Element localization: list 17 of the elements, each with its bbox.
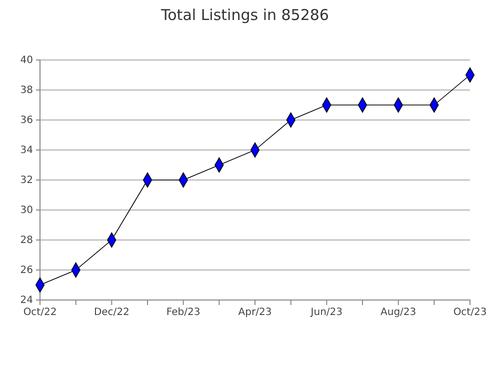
y-tick-label: 26	[20, 265, 33, 276]
y-tick-label: 40	[20, 55, 33, 66]
x-tick-label: Jun/23	[310, 307, 343, 318]
y-tick-label: 28	[20, 235, 33, 246]
x-tick-label: Dec/22	[94, 307, 130, 318]
y-tick-label: 30	[20, 205, 33, 216]
x-tick-label: Oct/23	[453, 307, 487, 318]
y-tick-label: 32	[20, 175, 33, 186]
y-tick-label: 38	[20, 85, 33, 96]
y-tick-label: 24	[20, 295, 33, 306]
x-tick-label: Aug/23	[380, 307, 416, 318]
x-tick-label: Apr/23	[238, 307, 272, 318]
y-tick-label: 34	[20, 145, 33, 156]
x-tick-label: Oct/22	[23, 307, 57, 318]
chart-title: Total Listings in 85286	[160, 6, 329, 24]
y-tick-label: 36	[20, 115, 33, 126]
x-tick-label: Feb/23	[166, 307, 200, 318]
